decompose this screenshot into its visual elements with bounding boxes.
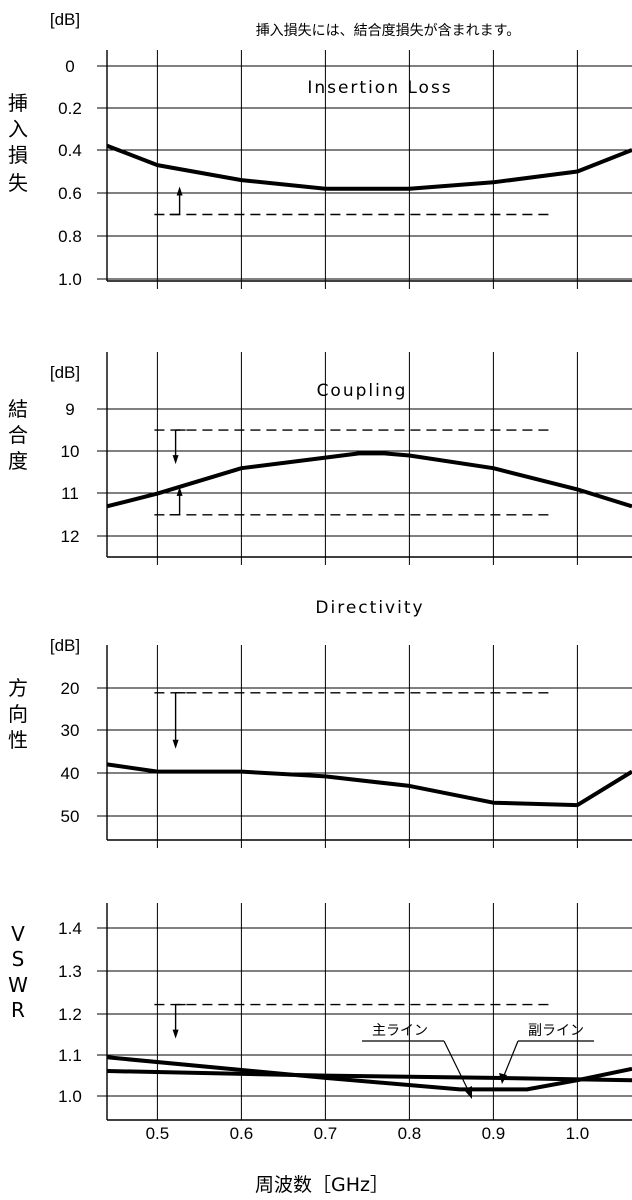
spec-arrow-head (172, 455, 179, 465)
y-axis-label: 損 (8, 143, 28, 167)
y-tick-label: 1.2 (58, 1005, 82, 1024)
y-tick-label: 20 (61, 679, 80, 698)
unit-label: [dB] (50, 363, 80, 382)
y-axis-label: 結 (8, 397, 28, 421)
panel-2: 9 10 11 12 [dB] 結合度 Coupling (8, 352, 632, 565)
panel-1: 0 0.2 0.4 0.6 0.8 1.0 [dB] 挿入損失 Insertion Loss (8, 10, 632, 289)
y-tick-label: 0.2 (58, 99, 82, 118)
y-tick-label: 0.4 (58, 141, 82, 160)
y-axis-label: 方 (8, 676, 28, 700)
series-label-leader (502, 1040, 519, 1079)
y-axis-label: 合 (8, 423, 28, 447)
y-tick-label: 10 (61, 442, 80, 461)
series-label-main-line: 主ライン (372, 1023, 428, 1039)
note-text: 挿入損失には、結合度損失が含まれます。 (256, 23, 521, 39)
y-axis-label: 性 (8, 728, 28, 752)
panel-title: Directivity (315, 598, 424, 618)
x-tick-label: 1.0 (566, 1124, 590, 1143)
series-line-3-1 (106, 762, 632, 808)
y-axis-label: V (11, 922, 25, 946)
spec-arrow-head (172, 739, 179, 749)
y-axis-label: S (12, 947, 25, 971)
series-line-4-2 (106, 1069, 632, 1083)
y-tick-label: 0.6 (58, 184, 82, 203)
y-axis-label: W (8, 973, 28, 997)
x-tick-label: 0.6 (230, 1124, 254, 1143)
y-tick-label: 50 (61, 807, 80, 826)
y-axis-label: 度 (8, 449, 28, 473)
x-tick-label: 0.9 (482, 1124, 506, 1143)
x-tick-label: 0.8 (398, 1124, 422, 1143)
y-axis-label: 入 (8, 117, 28, 141)
y-tick-label: 30 (61, 721, 80, 740)
panel-3: 20 30 40 50 [dB] 方向性 Directivity (8, 598, 632, 848)
y-tick-label: 11 (61, 484, 79, 503)
y-axis-label: 向 (8, 702, 28, 726)
series-label-leader (443, 1040, 471, 1095)
series-label-sub-line: 副ライン (528, 1023, 584, 1039)
y-tick-label: 1.0 (58, 270, 82, 289)
y-tick-label: 1.0 (58, 1087, 82, 1106)
spec-arrow-head (172, 1029, 179, 1039)
y-tick-label: 1.4 (58, 919, 82, 938)
series-label-arrowhead (499, 1073, 507, 1084)
spec-arrow-head (176, 186, 183, 196)
y-tick-label: 40 (61, 764, 80, 783)
unit-label: [dB] (50, 636, 80, 655)
y-axis-label: R (11, 998, 25, 1022)
y-tick-label: 9 (65, 400, 74, 419)
y-axis-label: 失 (8, 171, 28, 195)
panel-title: Coupling (317, 381, 408, 401)
spec-arrow-head (176, 486, 183, 496)
y-tick-label: 12 (61, 527, 80, 546)
panel-title: Insertion Loss (307, 78, 452, 98)
x-tick-label: 0.5 (146, 1124, 170, 1143)
y-tick-label: 0.8 (58, 227, 82, 246)
y-axis-label: 挿 (8, 91, 28, 115)
series-line-1-1 (106, 143, 632, 191)
y-tick-label: 0 (65, 57, 74, 76)
x-axis-title: 周波数［GHz］ (255, 1174, 389, 1196)
y-tick-label: 1.3 (58, 962, 82, 981)
x-tick-label: 0.7 (314, 1124, 338, 1143)
unit-label: [dB] (50, 10, 80, 29)
y-tick-label: 1.1 (58, 1046, 82, 1065)
series-label-arrowhead (464, 1086, 472, 1099)
series-line-2-1 (106, 451, 632, 509)
